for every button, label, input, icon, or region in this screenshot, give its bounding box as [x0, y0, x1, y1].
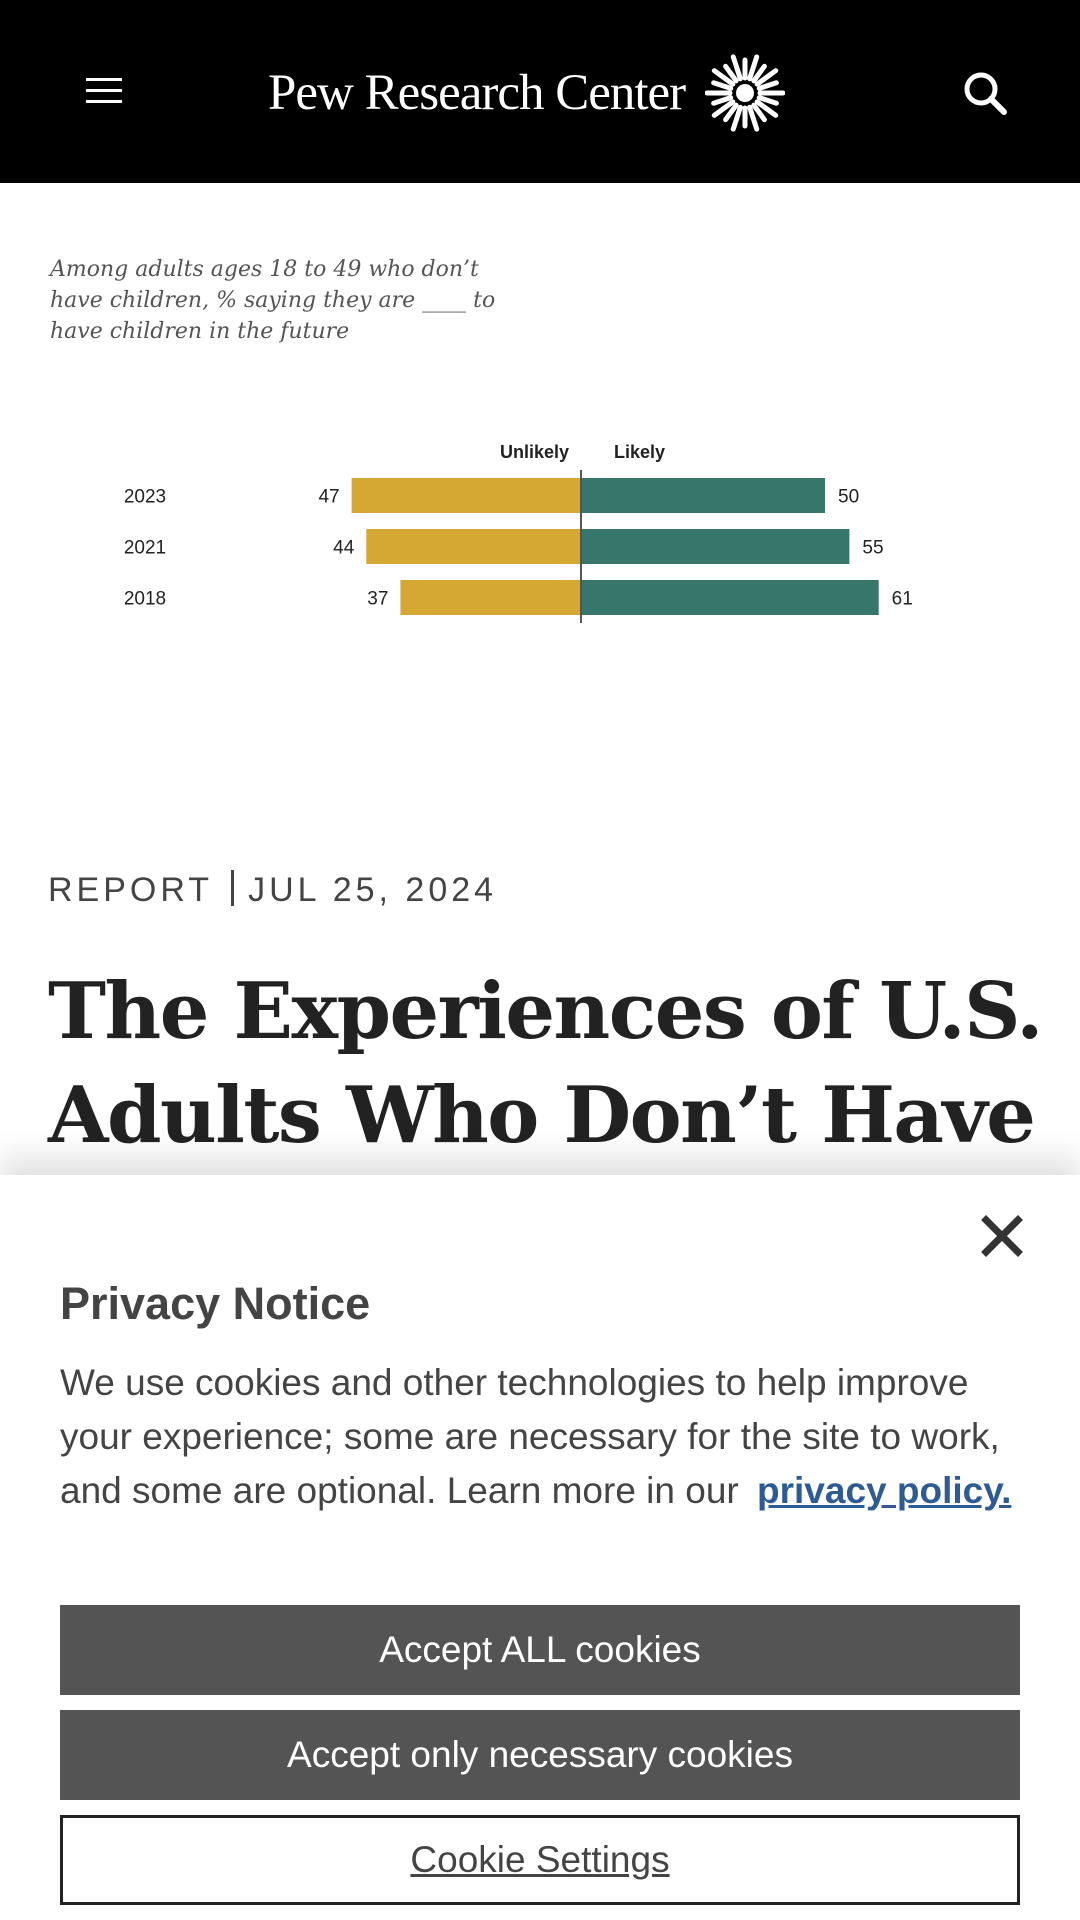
report-meta: REPORT JUL 25, 2024 — [48, 870, 497, 910]
privacy-policy-link[interactable]: privacy policy. — [757, 1470, 1012, 1511]
close-icon[interactable] — [978, 1212, 1026, 1260]
site-logo[interactable]: Pew Research Center — [268, 54, 786, 132]
bar-unlikely — [351, 478, 581, 513]
site-header: Pew Research Center — [0, 0, 1080, 183]
cookie-settings-button[interactable]: Cookie Settings — [60, 1815, 1020, 1905]
category-label: 2023 — [124, 487, 166, 508]
meta-divider — [231, 870, 235, 906]
category-label: 2021 — [124, 538, 166, 559]
privacy-notice-text: We use cookies and other technologies to… — [60, 1362, 1000, 1511]
legend-unlikely: Unlikely — [500, 442, 569, 462]
data-label-likely: 61 — [892, 589, 913, 610]
bar-likely — [581, 529, 850, 564]
bar-unlikely — [400, 580, 581, 615]
chart-subtitle: Among adults ages 18 to 49 who don’t hav… — [50, 257, 496, 344]
privacy-notice-body: We use cookies and other technologies to… — [60, 1356, 1020, 1518]
brand-name: Pew Research Center — [268, 65, 686, 121]
data-label-unlikely: 47 — [318, 487, 339, 508]
privacy-notice-title: Privacy Notice — [60, 1278, 371, 1329]
report-date: JUL 25, 2024 — [248, 871, 498, 909]
bar-likely — [581, 478, 825, 513]
data-label-unlikely: 37 — [367, 589, 388, 610]
legend-likely: Likely — [614, 442, 665, 462]
category-label: 2018 — [124, 589, 166, 610]
accept-necessary-cookies-button[interactable]: Accept only necessary cookies — [60, 1710, 1020, 1800]
data-label-likely: 55 — [862, 538, 883, 559]
data-label-unlikely: 44 — [333, 538, 355, 559]
bar-likely — [581, 580, 879, 615]
bar-unlikely — [366, 529, 581, 564]
diverging-bar-chart: Unlikely Likely 2023 47 50 2021 44 55 2018 37 61 — [124, 442, 913, 623]
data-label-likely: 50 — [838, 487, 859, 508]
article-title: The Experiences of U.S. Adults Who Don’t… — [48, 966, 1043, 1161]
sunburst-logo-icon — [705, 54, 786, 132]
report-type-label: REPORT — [48, 871, 214, 909]
accept-all-cookies-button[interactable]: Accept ALL cookies — [60, 1605, 1020, 1695]
hamburger-menu-icon[interactable] — [80, 72, 128, 110]
search-icon[interactable] — [960, 68, 1010, 118]
